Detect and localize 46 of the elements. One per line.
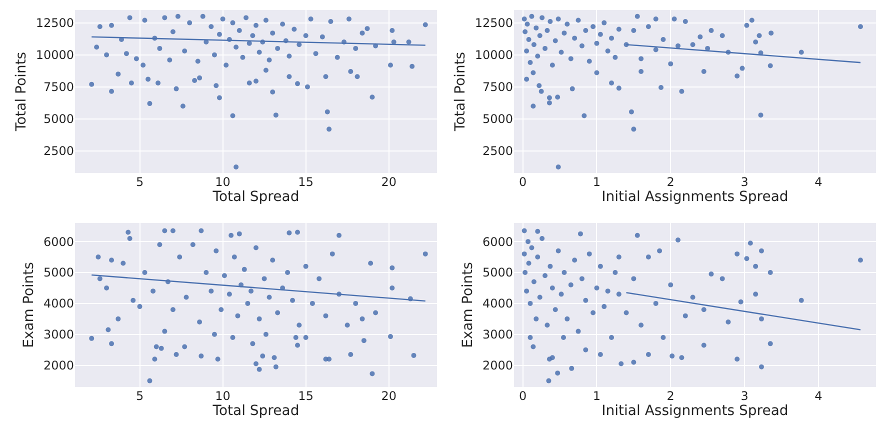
y-tick-label: 7500 [482,80,513,94]
y-axis-title: Total Points [452,52,468,132]
y-tick-label: 12500 [36,16,74,30]
y-tick-label: 3000 [43,328,74,342]
y-tick-label: 4000 [482,296,513,311]
x-tick-label: 5 [136,389,144,403]
y-axis-title: Exam Points [460,262,476,348]
y-tick-label: 6000 [43,234,74,249]
x-axis-title: Total Spread [212,189,300,205]
x-tick-label: 5 [136,175,144,189]
y-tick-label: 7500 [43,80,74,94]
y-tick-label: 10000 [36,48,74,62]
y-tick-label: 5000 [482,112,513,126]
x-tick-label: 2 [666,175,674,189]
y-tick-label: 2500 [43,144,74,158]
x-tick-label: 0 [519,175,527,189]
x-tick-label: 20 [381,175,396,189]
y-tick-label: 2000 [43,358,74,373]
x-tick-label: 3 [740,389,748,403]
y-tick-label: 10000 [474,48,513,62]
y-axis-title: Exam Points [21,262,38,348]
x-axis-title: Total Spread [212,403,300,419]
y-tick-label: 12500 [474,16,513,30]
x-tick-label: 1 [592,175,601,189]
x-tick-label: 4 [814,175,822,189]
y-tick-label: 2000 [482,358,513,373]
x-tick-label: 15 [298,175,314,189]
y-tick-label: 5000 [43,266,74,280]
y-axis-title: Total Points [13,52,30,132]
x-tick-label: 3 [740,175,748,189]
x-axis-title: Initial Assignments Spread [602,189,788,205]
y-tick-label: 2500 [482,144,513,158]
y-tick-label: 6000 [482,234,513,249]
y-tick-label: 3000 [482,328,513,342]
x-axis-title: Initial Assignments Spread [602,403,788,419]
x-tick-label: 1 [592,389,601,403]
y-tick-label: 5000 [482,266,513,280]
x-tick-label: 15 [298,389,314,403]
x-tick-label: 10 [215,175,230,189]
x-tick-label: 20 [381,389,396,403]
x-tick-label: 2 [666,389,674,403]
x-tick-label: 0 [519,389,527,403]
y-tick-label: 4000 [43,296,74,311]
x-tick-label: 4 [814,389,822,403]
y-tick-label: 5000 [43,112,74,126]
x-tick-label: 10 [215,389,230,403]
